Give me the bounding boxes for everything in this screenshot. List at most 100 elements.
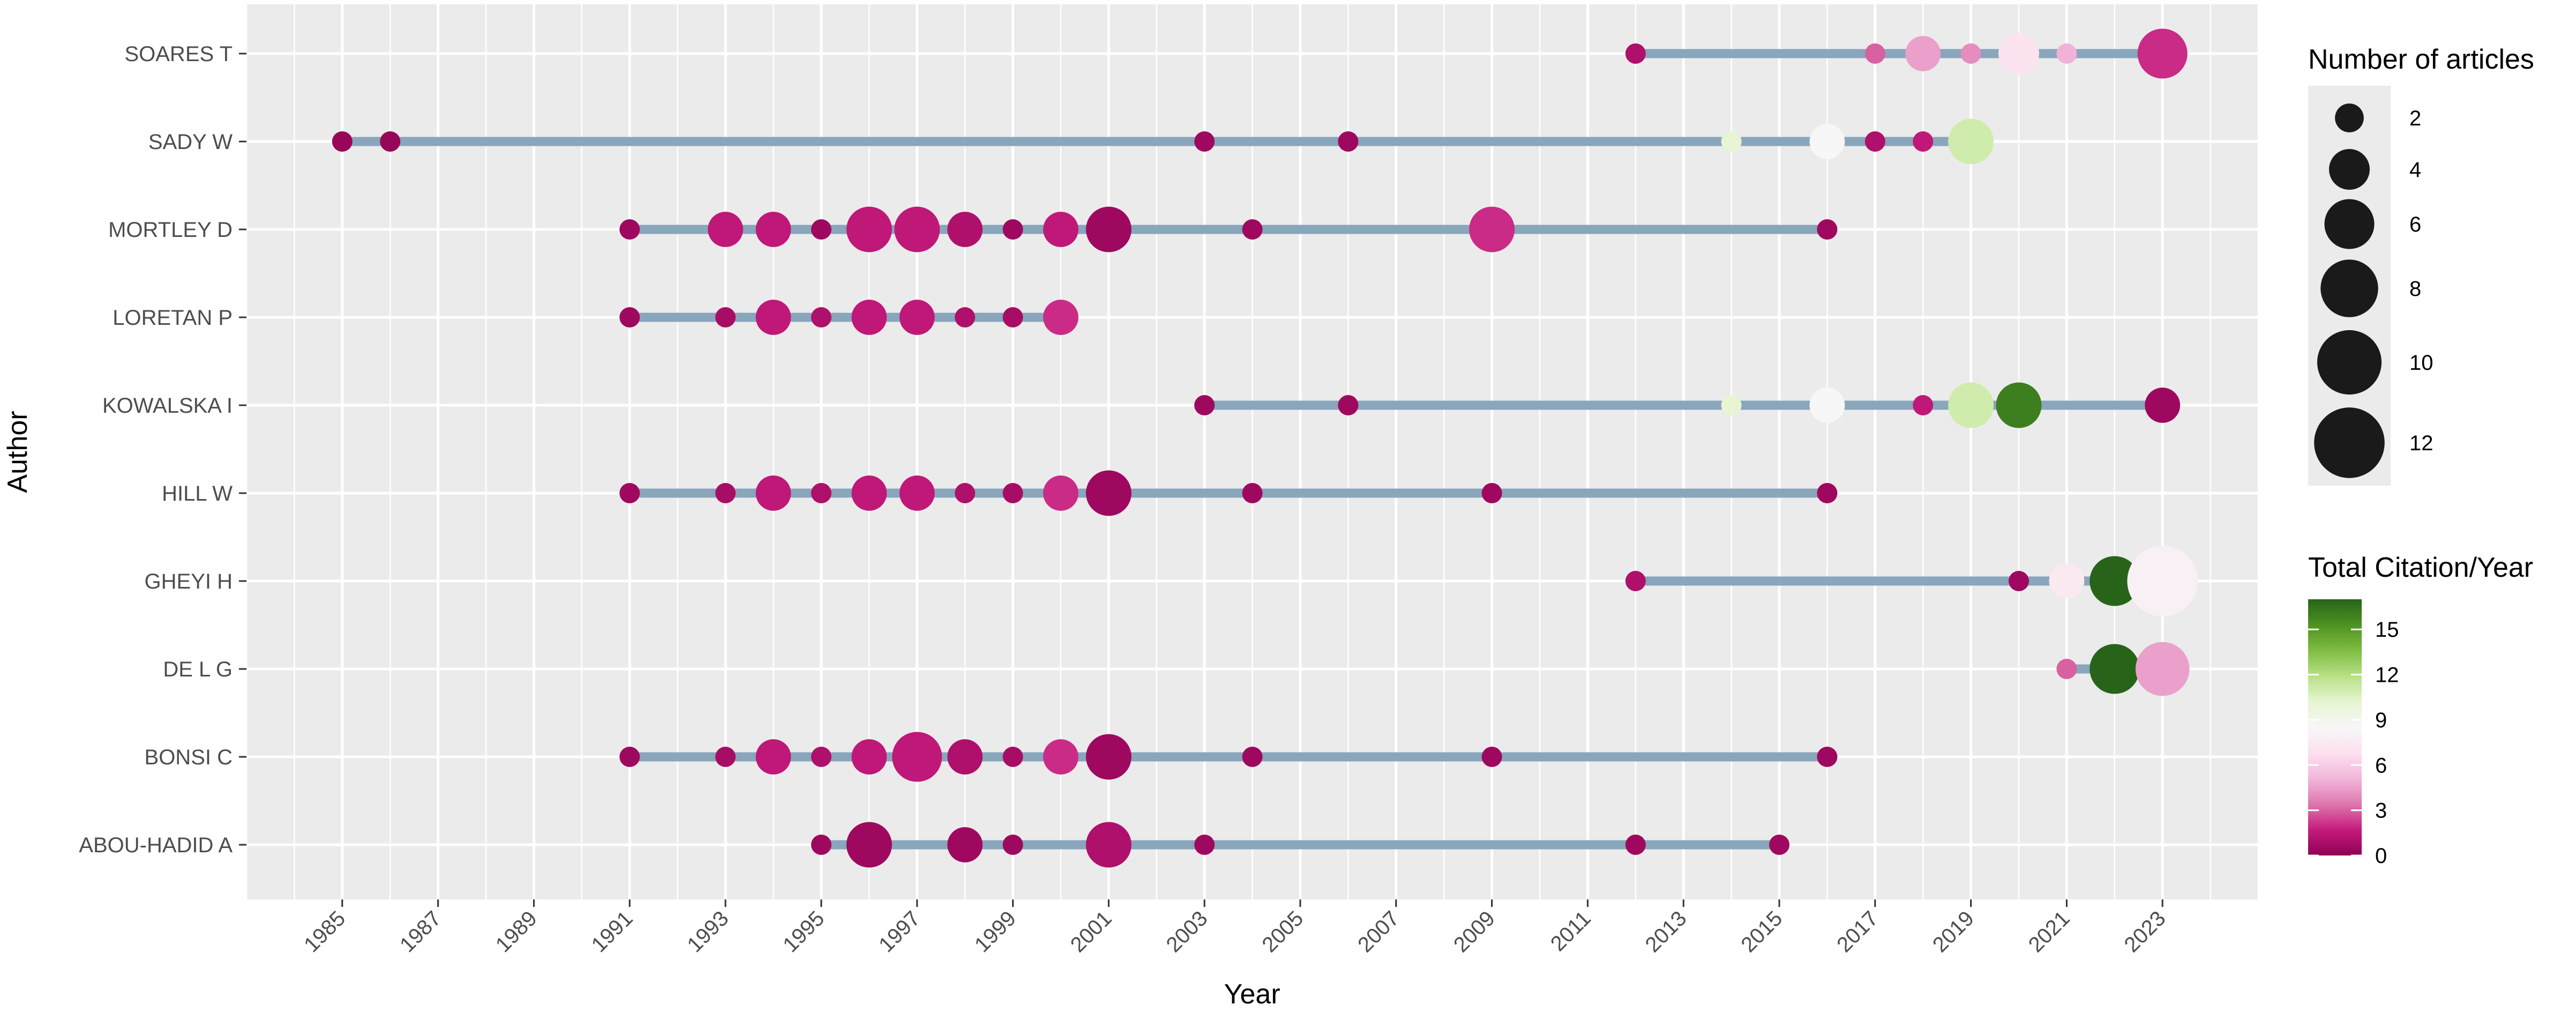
color-bar-label: 3: [2375, 799, 2387, 823]
data-point: [715, 307, 736, 328]
y-tick-label: BONSI C: [145, 746, 233, 769]
y-tick-label: SOARES T: [124, 42, 233, 66]
data-point: [947, 739, 983, 775]
x-tick-label: 1989: [491, 906, 542, 957]
data-point: [955, 483, 976, 503]
data-point: [1085, 206, 1132, 252]
data-point: [1043, 475, 1079, 511]
data-point: [851, 475, 887, 511]
data-point: [1864, 43, 1885, 64]
y-tick-label: LORETAN P: [113, 306, 233, 330]
data-point: [899, 475, 935, 511]
data-point: [851, 739, 887, 775]
data-point: [1913, 131, 1934, 152]
y-tick-label: GHEYI H: [145, 570, 233, 593]
legend-color-title: Total Citation/Year: [2308, 552, 2533, 583]
data-point: [755, 739, 791, 775]
data-point: [1721, 395, 1742, 415]
x-tick-label: 2003: [1162, 906, 1212, 957]
data-point: [715, 483, 736, 503]
data-point: [955, 307, 976, 328]
data-point: [846, 206, 892, 252]
data-point: [1625, 571, 1646, 591]
data-point: [332, 131, 353, 152]
legend-size-label: 4: [2409, 158, 2421, 182]
x-tick-label: 1985: [299, 906, 350, 957]
data-point: [2008, 571, 2029, 591]
data-point: [619, 307, 640, 328]
data-point: [755, 475, 791, 511]
data-point: [2090, 556, 2140, 606]
data-point: [811, 307, 832, 328]
data-point: [1817, 483, 1838, 503]
x-tick-label: 2007: [1353, 906, 1404, 957]
data-point: [851, 300, 887, 335]
legend-size-circle: [2320, 259, 2378, 317]
data-point: [947, 827, 983, 862]
x-tick-label: 2023: [2120, 906, 2170, 957]
data-point: [715, 747, 736, 767]
legend-size-label: 12: [2409, 431, 2433, 455]
y-tick-label: KOWALSKA I: [102, 394, 233, 418]
data-point: [846, 822, 892, 868]
data-point: [1043, 739, 1079, 775]
legend-total-citation-per-year: Total Citation/Year 0 3 6 9 12 15: [2308, 552, 2533, 868]
data-point: [1242, 483, 1263, 503]
x-tick-label: 1995: [778, 906, 829, 957]
data-point: [894, 206, 940, 252]
data-point: [2135, 642, 2190, 696]
legend-size-title: Number of articles: [2308, 44, 2534, 75]
data-point: [1242, 747, 1263, 767]
x-axis: 1985 1987 1989 1991 1993 1995 1997 1999 2001 2003…: [299, 899, 2170, 957]
color-bar-label: 0: [2375, 844, 2387, 868]
data-point: [755, 300, 791, 335]
data-point: [1002, 307, 1023, 328]
data-point: [1769, 835, 1789, 855]
data-point: [1002, 747, 1023, 767]
data-point: [1998, 33, 2039, 74]
legend-size-label: 6: [2409, 213, 2421, 236]
data-point: [1338, 131, 1359, 152]
data-point: [1960, 43, 1981, 64]
x-tick-label: 2017: [1832, 906, 1883, 957]
legend-size-label: 2: [2409, 107, 2421, 130]
data-point: [1002, 219, 1023, 240]
x-tick-label: 1987: [395, 906, 446, 957]
data-point: [1721, 131, 1742, 152]
data-point: [380, 131, 401, 152]
y-axis-title: Author: [2, 411, 33, 493]
color-bar: [2308, 599, 2362, 855]
data-point: [1043, 212, 1079, 247]
data-point: [755, 212, 791, 247]
data-point: [1864, 131, 1885, 152]
legend-size-circle: [2335, 103, 2364, 132]
y-tick-label: ABOU-HADID A: [79, 834, 233, 857]
x-tick-label: 2019: [1928, 906, 1979, 957]
x-axis-title: Year: [1224, 979, 1280, 1010]
data-point: [811, 483, 832, 503]
data-point: [1338, 395, 1359, 415]
legend-size-circle: [2324, 199, 2375, 249]
data-point: [811, 747, 832, 767]
data-point: [2056, 659, 2077, 679]
x-tick-label: 2021: [2024, 906, 2075, 957]
legend-size-circle: [2314, 407, 2385, 478]
data-point: [1948, 118, 1994, 165]
data-point: [1002, 835, 1023, 855]
data-point: [2049, 563, 2085, 599]
data-point: [1085, 734, 1132, 780]
data-point: [1809, 124, 1845, 159]
data-point: [811, 219, 832, 240]
data-point: [899, 300, 935, 335]
x-tick-label: 2005: [1257, 906, 1308, 957]
article-points: [332, 28, 2198, 868]
data-point: [1085, 822, 1132, 868]
data-point: [619, 747, 640, 767]
data-point: [1469, 206, 1515, 252]
data-point: [1996, 382, 2042, 428]
data-point: [2056, 43, 2077, 64]
data-point: [1481, 747, 1502, 767]
color-bar-label: 15: [2375, 618, 2399, 642]
x-tick-label: 2011: [1546, 906, 1596, 956]
x-tick-label: 2001: [1066, 906, 1117, 957]
